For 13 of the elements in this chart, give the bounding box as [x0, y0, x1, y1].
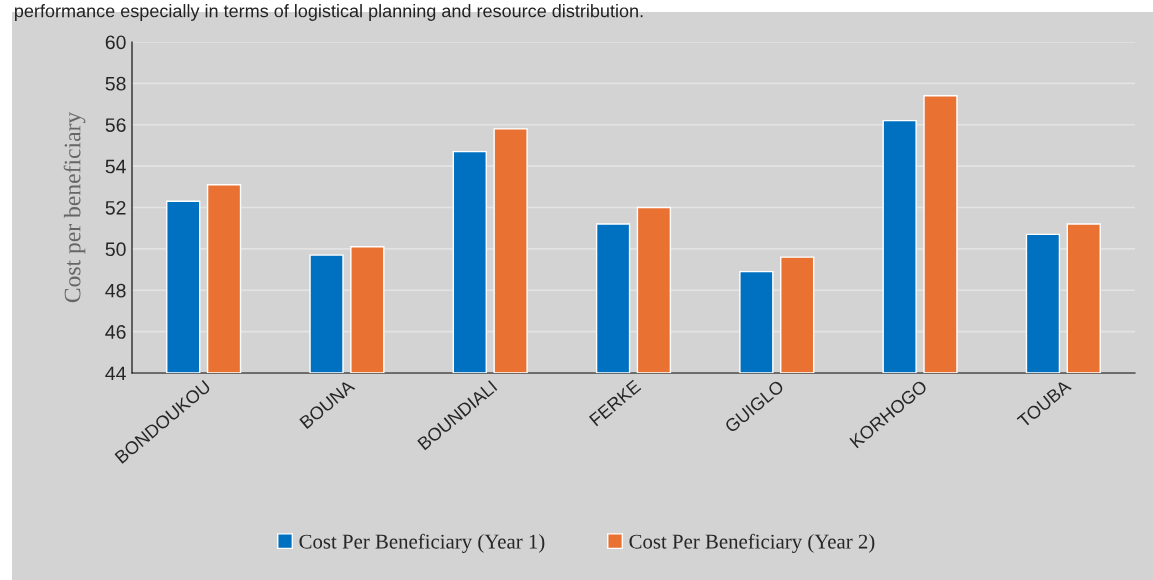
legend-label: Cost Per Beneficiary (Year 1): [299, 533, 545, 553]
y-tick-label: 46: [105, 325, 126, 339]
y-tick-label: 50: [105, 242, 126, 257]
legend-label: Cost Per Beneficiary (Year 2): [629, 533, 875, 553]
text: performance especially in terms of logistical planning and resource distribution.: [15, 4, 643, 21]
y-tick-label: 54: [105, 159, 126, 174]
y-tick-label: 52: [105, 200, 126, 215]
y-tick-label: 48: [105, 283, 126, 298]
y-tick-label: 58: [105, 76, 126, 91]
y-tick-label: 56: [105, 118, 126, 132]
y-tick-label: 44: [105, 366, 126, 381]
y-tick-label: 60: [105, 35, 126, 50]
y-axis-title: Cost per beneficiary: [63, 111, 86, 303]
